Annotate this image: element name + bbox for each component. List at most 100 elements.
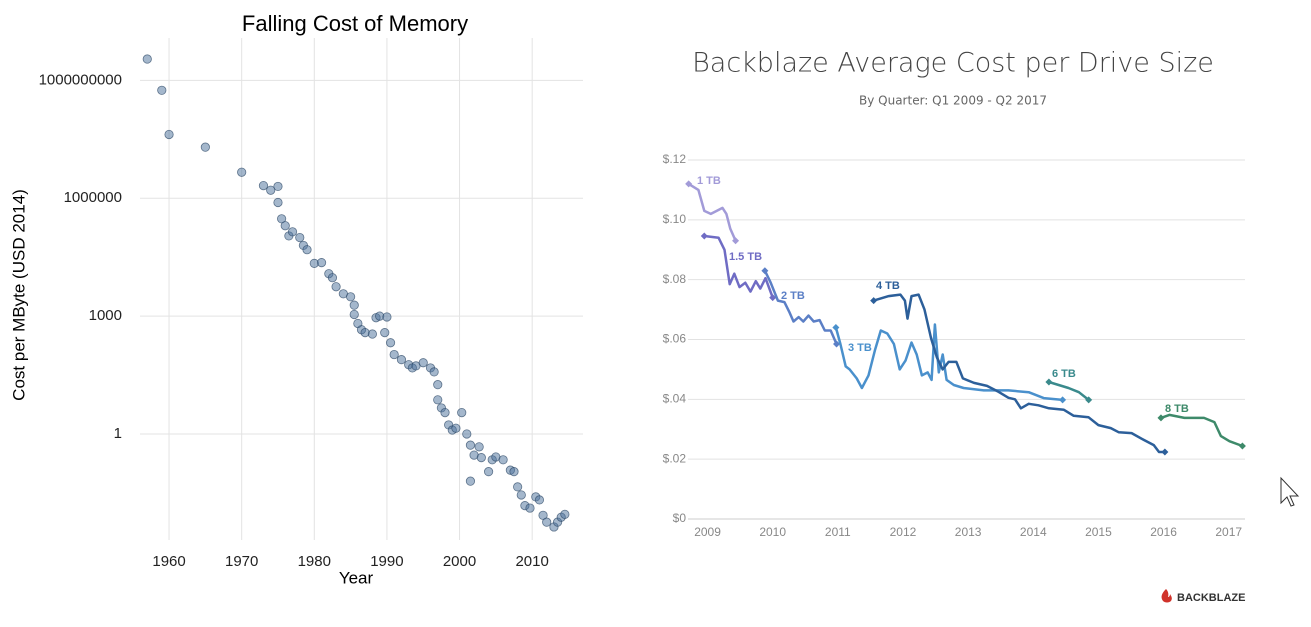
data-point (396, 355, 407, 365)
data-point (385, 338, 396, 348)
data-point (465, 440, 476, 450)
y-tick-label: 1000000 (64, 189, 122, 206)
end-marker (1085, 396, 1093, 404)
end-marker (1059, 396, 1067, 404)
x-tick-label: 1990 (370, 553, 403, 570)
data-point (389, 349, 399, 360)
x-tick-label: 1980 (298, 553, 331, 570)
data-point (302, 245, 312, 255)
data-point (258, 180, 269, 191)
data-point (200, 142, 210, 152)
data-point (513, 482, 523, 492)
x-tick-label: 2012 (890, 525, 917, 539)
data-point (380, 328, 390, 338)
end-marker (685, 180, 693, 188)
data-point (349, 309, 359, 320)
x-tick-label: 2013 (955, 525, 982, 539)
y-tick-label: $.08 (663, 272, 687, 286)
end-marker (732, 237, 740, 245)
data-point (457, 407, 467, 418)
data-point (451, 423, 461, 433)
end-marker (769, 294, 777, 302)
data-point (273, 181, 283, 192)
x-tick-label: 2017 (1215, 525, 1242, 539)
data-line (1047, 380, 1090, 402)
x-tick-label: 2000 (443, 553, 476, 570)
data-point (331, 282, 341, 292)
chart-subtitle: By Quarter: Q1 2009 - Q2 2017 (859, 94, 1047, 108)
data-point (534, 495, 545, 505)
x-tick-label: 2010 (759, 525, 786, 539)
data-point (327, 273, 338, 283)
data-point (474, 442, 484, 452)
data-line (703, 234, 774, 299)
data-line (1159, 413, 1244, 448)
data-point (346, 292, 356, 302)
chart-title: Backblaze Average Cost per Drive Size (692, 48, 1214, 79)
end-marker (1045, 378, 1053, 386)
y-tick-label: 1000000000 (39, 71, 122, 88)
data-point (280, 221, 290, 231)
data-point (440, 407, 450, 418)
y-tick-label: $.02 (663, 451, 687, 465)
logo-text: BACKBLAZE (1177, 592, 1245, 604)
end-marker (1157, 414, 1165, 422)
end-marker (832, 324, 840, 332)
data-point (429, 367, 439, 377)
data-point (349, 300, 359, 310)
data-point (273, 197, 283, 208)
data-point (560, 509, 570, 519)
data-point (509, 467, 519, 477)
data-point (266, 185, 276, 195)
y-tick-label: $.10 (663, 212, 687, 226)
data-point (237, 167, 247, 177)
data-point (287, 227, 298, 237)
data-point (516, 490, 526, 500)
data-point (382, 312, 392, 322)
mouse-cursor (1280, 476, 1300, 507)
x-tick-label: 2014 (1020, 525, 1047, 539)
data-point (542, 517, 552, 527)
line-label: 3 TB (848, 342, 872, 354)
x-tick-label: 1960 (152, 553, 185, 570)
data-point (498, 455, 508, 465)
data-line (763, 269, 838, 346)
x-tick-label: 2011 (825, 525, 851, 539)
x-tick-label: 2010 (515, 553, 548, 570)
end-marker (1161, 448, 1169, 456)
data-line (834, 323, 1064, 402)
x-axis-label: Year (339, 568, 374, 587)
data-point (316, 258, 327, 268)
data-point (476, 453, 486, 463)
data-point (418, 358, 428, 368)
data-line (872, 293, 1167, 454)
line-label: 1 TB (697, 175, 721, 187)
data-point (157, 85, 167, 95)
x-tick-label: 2015 (1085, 525, 1112, 539)
end-marker (833, 340, 841, 348)
line-label: 6 TB (1052, 368, 1076, 380)
line-label: 8 TB (1165, 403, 1189, 415)
line-label: 4 TB (876, 280, 900, 292)
data-point (164, 129, 174, 140)
end-marker (870, 297, 878, 305)
y-tick-label: $0 (673, 511, 687, 525)
y-tick-label: $.04 (663, 392, 687, 406)
data-point (142, 54, 152, 64)
end-marker (761, 267, 769, 275)
data-point (525, 503, 535, 513)
logo-icon (1161, 589, 1172, 603)
y-tick-label: 1 (114, 425, 122, 442)
data-point (483, 467, 494, 477)
data-point (367, 329, 377, 339)
data-line (687, 182, 737, 243)
y-tick-label: $.06 (663, 332, 687, 346)
end-marker (700, 232, 708, 240)
data-point (462, 429, 472, 439)
y-tick-label: 1000 (89, 307, 122, 324)
chart-title: Falling Cost of Memory (242, 11, 468, 36)
y-tick-label: $.12 (663, 152, 687, 166)
data-point (465, 476, 476, 486)
end-marker (1238, 442, 1246, 450)
